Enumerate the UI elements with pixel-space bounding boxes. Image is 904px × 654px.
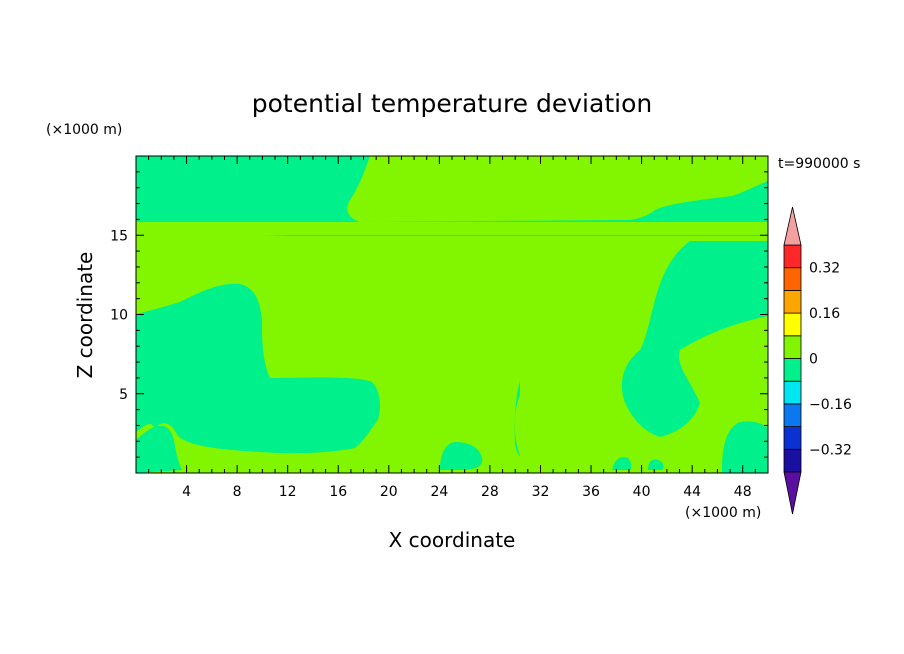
colorbar-band — [783, 312, 802, 337]
contour-blob-x40 — [612, 457, 632, 470]
contour-blob-x48 — [722, 421, 768, 473]
z-axis-label: Z coordinate — [73, 252, 97, 379]
colorbar-band — [783, 267, 802, 291]
contour-blob-x41 — [648, 459, 664, 470]
x-unit-label: (×1000 m) — [685, 505, 761, 521]
colorbar-band — [783, 244, 802, 269]
colorbar-band — [783, 358, 802, 382]
colorbar-band — [783, 289, 802, 314]
colorbar-label: 0.16 — [809, 306, 840, 322]
colorbar-band — [783, 448, 802, 473]
x-tick-label: 44 — [683, 484, 701, 500]
colorbar-label: −0.16 — [809, 397, 852, 413]
contour-field — [136, 156, 768, 473]
x-tick-label: 36 — [582, 484, 600, 500]
x-tick-label: 32 — [532, 484, 550, 500]
chart-title: potential temperature deviation — [252, 89, 652, 118]
z-tick-label: 10 — [110, 308, 128, 324]
x-tick-label: 12 — [279, 484, 297, 500]
time-label: t=990000 s — [778, 156, 860, 172]
colorbar-label: 0.32 — [809, 261, 840, 277]
contour-band-upper — [136, 222, 768, 235]
contour-blob-x2 — [136, 425, 182, 473]
colorbar-under-arrow — [783, 471, 802, 515]
contour-region-upper-center — [347, 156, 768, 222]
x-tick-label: 8 — [233, 484, 242, 500]
x-tick-label: 20 — [380, 484, 398, 500]
z-tick-label: 5 — [119, 387, 128, 403]
colorbar-label: −0.32 — [809, 442, 852, 458]
x-tick-label: 28 — [481, 484, 499, 500]
contour-region-x30-x40-funnel — [415, 241, 690, 468]
x-tick-label: 24 — [430, 484, 448, 500]
z-axis-ticks: 5 10 15 — [110, 171, 768, 458]
colorbar-over-arrow — [783, 206, 802, 246]
z-tick-label: 15 — [110, 228, 128, 244]
colorbar-band — [783, 426, 802, 450]
colorbar: 0.32 0.16 0 −0.16 −0.32 — [783, 206, 852, 515]
x-tick-label: 40 — [633, 484, 651, 500]
contour-blob-x24 — [440, 442, 483, 470]
x-tick-label: 16 — [329, 484, 347, 500]
z-unit-label: (×1000 m) — [46, 122, 122, 138]
colorbar-band — [783, 335, 802, 359]
x-axis-label: X coordinate — [389, 528, 516, 552]
colorbar-band — [783, 380, 802, 405]
x-tick-label: 48 — [734, 484, 752, 500]
colorbar-band — [783, 403, 802, 427]
x-axis-ticks: 4 8 12 16 20 24 28 32 36 40 44 48 — [148, 156, 756, 500]
x-tick-label: 4 — [182, 484, 191, 500]
colorbar-label: 0 — [809, 352, 818, 368]
